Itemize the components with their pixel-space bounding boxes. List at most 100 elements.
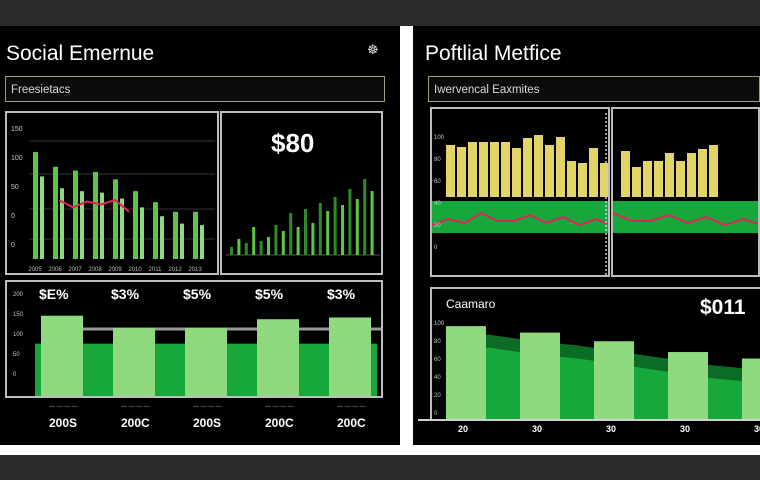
trend-line [58, 198, 130, 213]
percent-label: $3% [111, 286, 140, 302]
yellow-bar [709, 145, 718, 197]
percent-bar [41, 315, 83, 396]
yellow-bar [490, 142, 499, 197]
x-tick-label: 30 [680, 424, 691, 434]
yellow-bar [457, 147, 466, 197]
y-tick-label: 0 [11, 242, 15, 249]
x-tick-label: 30 [606, 424, 617, 434]
year-label: 200C [337, 416, 366, 430]
yellow-bar [643, 161, 652, 197]
yellow-bar [512, 148, 521, 197]
bar-series-a [113, 179, 118, 259]
y-tick-label: 0 [11, 213, 15, 220]
kpi-bar [363, 179, 367, 255]
yellow-bar [545, 145, 554, 197]
comparison-label: Caamaro [446, 297, 496, 311]
bar-series-a [153, 202, 158, 259]
yellow-bar [589, 148, 598, 197]
bar-series-b [140, 207, 144, 259]
bar-series-b [40, 176, 44, 259]
lower-fill [432, 233, 608, 275]
percent-bar [329, 317, 371, 396]
yearly-percent-chart: 200 150 100 50 0 [5, 280, 383, 398]
comparison-area-chart: 100 80 60 40 20 0 [430, 287, 760, 421]
comparison-x-axis [418, 419, 760, 421]
x-tick-label: 2008 [88, 267, 102, 273]
kpi-bar [267, 237, 270, 255]
x-tick-label: 2006 [48, 267, 62, 273]
yellow-bar [567, 161, 576, 197]
year-label: 200C [265, 416, 294, 430]
bar-series-a [93, 171, 98, 259]
comparison-bar [520, 332, 560, 419]
yellow-bar [698, 149, 707, 197]
kpi-bar [326, 211, 330, 255]
yellow-bar [621, 151, 630, 197]
y-tick-label: 50 [11, 184, 19, 191]
indicator-bar-chart-left: 100 80 60 40 20 0 [430, 107, 610, 277]
y-tick-label: 0 [434, 411, 438, 417]
bar-series-b [120, 198, 124, 259]
yellow-bar [600, 163, 608, 197]
bar-series-b [180, 223, 184, 259]
yellow-bar [468, 142, 477, 197]
kpi-bar [348, 189, 352, 255]
y-tick-label: 200 [13, 292, 24, 298]
yellow-bar [479, 142, 488, 197]
y-tick-label: 100 [11, 155, 23, 162]
green-band [432, 201, 608, 233]
kpi-bar [289, 213, 293, 255]
y-tick-label: 80 [434, 339, 441, 345]
yellow-bar [632, 167, 641, 197]
y-tick-label: 100 [13, 332, 24, 338]
kpi-bar [304, 209, 307, 255]
percent-bar [257, 319, 299, 396]
x-tick-label: 2010 [128, 267, 142, 273]
kpi-value: $80 [271, 128, 315, 158]
x-tick-label: 2012 [168, 267, 182, 273]
kpi-bar [252, 227, 256, 255]
y-tick-label: 50 [13, 352, 20, 358]
y-tick-label: 60 [434, 357, 441, 363]
x-tick-label: 2005 [28, 267, 42, 273]
kpi-bar [318, 203, 322, 255]
bar-series-b [100, 192, 104, 259]
yellow-bar [578, 163, 587, 197]
y-tick-label: 100 [434, 321, 445, 327]
indicator-line [613, 212, 758, 227]
x-tick-marks: — — — — [121, 404, 151, 410]
right-panel-title: Poftlial Metfice [425, 42, 562, 65]
lower-fill [613, 233, 758, 275]
yellow-bar [676, 161, 685, 197]
yellow-bar [654, 161, 663, 197]
kpi-bar [274, 225, 278, 255]
y-tick-label: 20 [434, 223, 441, 229]
percent-label: $5% [183, 286, 212, 302]
x-tick-label: 30 [532, 424, 543, 434]
indicator-bar-chart-right [611, 107, 760, 277]
percent-bar [113, 327, 155, 396]
gear-icon[interactable]: ☸ [367, 42, 379, 57]
left-panel-title: Social Emernue [6, 42, 155, 65]
bar-series-a [33, 152, 38, 259]
bar-series-a [73, 170, 78, 259]
kpi-bar [281, 231, 285, 255]
x-tick-marks: — — — — [193, 404, 223, 410]
x-tick-label: 2007 [68, 267, 82, 273]
y-tick-label: 60 [434, 179, 441, 185]
kpi-bar [296, 227, 300, 255]
percent-bar [185, 327, 227, 396]
x-tick-label: 2011 [149, 267, 163, 273]
bottom-border [0, 455, 760, 480]
percent-label: $5% [255, 286, 284, 302]
right-subheader: Iwervencal Eaxmites [428, 76, 760, 102]
yellow-bar [687, 153, 696, 197]
y-tick-label: 40 [434, 201, 441, 207]
bar-series-a [53, 166, 58, 259]
y-tick-label: 0 [13, 372, 17, 378]
yellow-bar [523, 138, 532, 197]
x-tick-label: 2013 [188, 267, 202, 273]
y-tick-label: 20 [434, 393, 441, 399]
bar-series-a [193, 211, 198, 259]
x-tick-marks: — — — — [337, 404, 367, 410]
